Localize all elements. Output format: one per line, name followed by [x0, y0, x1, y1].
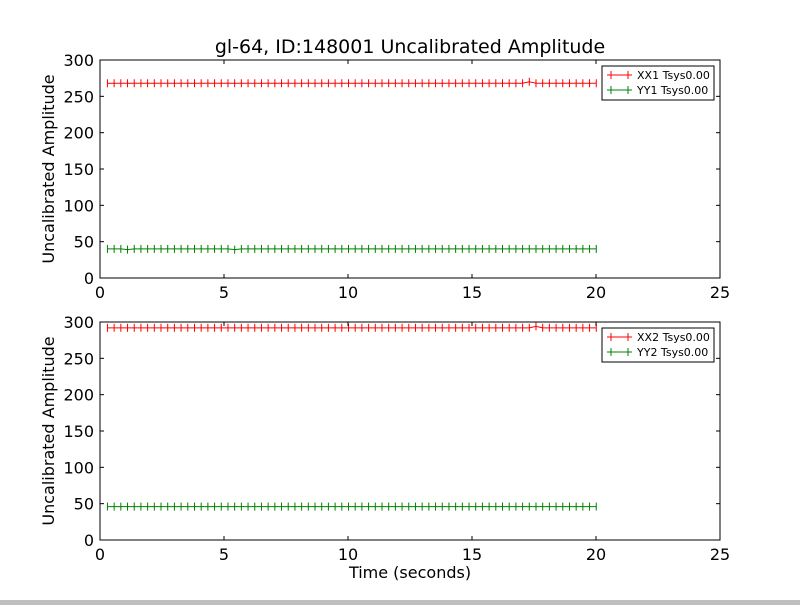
- y-tick-label: 50: [74, 495, 94, 514]
- x-tick-label: 10: [338, 283, 358, 302]
- x-tick-label: 0: [95, 283, 105, 302]
- y-tick-label: 100: [63, 196, 94, 215]
- y-tick-label: 150: [63, 422, 94, 441]
- y-tick-label: 300: [63, 313, 94, 332]
- series-line-xx1: [107, 81, 597, 84]
- x-tick-label: 5: [219, 545, 229, 564]
- legend-label: YY2 Tsys0.00: [636, 346, 708, 359]
- x-tick-label: 20: [586, 545, 606, 564]
- chart-title: gl-64, ID:148001 Uncalibrated Amplitude: [215, 36, 605, 58]
- x-tick-label: 25: [710, 545, 730, 564]
- y-tick-label: 50: [74, 233, 94, 252]
- y-axis-label: Uncalibrated Amplitude: [39, 74, 58, 263]
- y-tick-label: 300: [63, 51, 94, 70]
- x-axis-label: Time (seconds): [348, 563, 471, 582]
- x-tick-label: 0: [95, 545, 105, 564]
- x-tick-label: 20: [586, 283, 606, 302]
- legend-label: XX1 Tsys0.00: [637, 69, 710, 82]
- legend-box: [601, 327, 715, 363]
- legend: XX2 Tsys0.00 YY2 Tsys0.00: [601, 327, 715, 363]
- legend-label: XX2 Tsys0.00: [637, 331, 710, 344]
- x-tick-label: 15: [462, 283, 482, 302]
- x-tick-label: 25: [710, 283, 730, 302]
- x-tick-label: 15: [462, 545, 482, 564]
- y-tick-label: 150: [63, 160, 94, 179]
- y-tick-label: 0: [84, 531, 94, 550]
- x-tick-label: 5: [219, 283, 229, 302]
- legend-label: YY1 Tsys0.00: [636, 84, 708, 97]
- legend: XX1 Tsys0.00 YY1 Tsys0.00: [601, 65, 715, 101]
- subplot-1: 0 5 10 15 20 25050100150200250300Uncalibrated…: [39, 51, 730, 302]
- series-line-xx2: [107, 325, 597, 329]
- y-axis-label: Uncalibrated Amplitude: [39, 336, 58, 525]
- y-tick-label: 250: [63, 349, 94, 368]
- subplot-2: 0 5 10 15 20 25050100150200250300Uncalibrated…: [39, 313, 730, 582]
- x-tick-label: 10: [338, 545, 358, 564]
- y-tick-label: 250: [63, 87, 94, 106]
- y-tick-label: 100: [63, 458, 94, 477]
- y-tick-label: 200: [63, 386, 94, 405]
- y-tick-label: 0: [84, 269, 94, 288]
- y-tick-label: 200: [63, 124, 94, 143]
- series-line-yy1: [107, 248, 597, 251]
- legend-box: [601, 65, 715, 101]
